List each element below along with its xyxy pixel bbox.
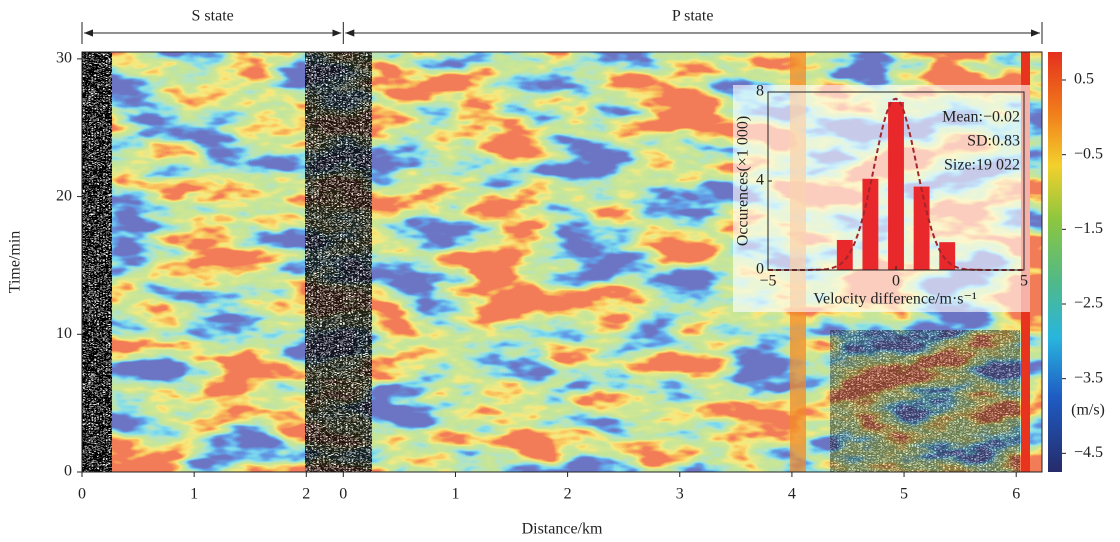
inset-x-tick-label: 5 — [1020, 273, 1028, 290]
x-tick-label: 0 — [339, 486, 347, 503]
histogram-bar — [913, 186, 930, 270]
colorbar-tick-label: −1.5 — [1074, 220, 1103, 237]
noise-strip — [305, 52, 372, 472]
state-label: S state — [192, 8, 234, 25]
inset-x-tick-label: −5 — [759, 273, 776, 290]
y-tick-label: 30 — [56, 50, 72, 67]
annotation: Size:19 022 — [944, 157, 1020, 174]
y-tick-label: 10 — [56, 325, 72, 342]
inset-y-tick-label: 0 — [756, 261, 764, 278]
colorbar-label: (m/s) — [1071, 402, 1105, 419]
inset-y-tick-label: 8 — [756, 83, 764, 100]
histogram-bar — [939, 242, 956, 270]
colorbar-tick-label: 0.5 — [1074, 71, 1094, 88]
x-tick-label: 1 — [451, 486, 459, 503]
colorbar-tick-label: −4.5 — [1074, 444, 1103, 461]
y-tick-label: 20 — [56, 187, 72, 204]
x-tick-label: 5 — [900, 486, 908, 503]
noise-strip — [82, 52, 112, 472]
y-axis-label: Time/min — [7, 231, 24, 294]
inset-panel — [733, 85, 1030, 312]
colorbar-tick-label: −2.5 — [1074, 295, 1103, 312]
noise-strip — [830, 330, 1020, 472]
x-tick-label: 1 — [190, 486, 198, 503]
histogram-bar — [862, 178, 879, 270]
colorbar-tick-label: −0.5 — [1074, 145, 1103, 162]
state-label: P state — [672, 8, 714, 25]
plot-frame — [81, 51, 1043, 473]
histogram-bar — [836, 239, 853, 270]
x-tick-label: 2 — [564, 486, 572, 503]
inset-x-tick-label: 0 — [892, 273, 900, 290]
inset-x-label: Velocity difference/m·s⁻¹ — [813, 291, 977, 308]
x-tick-label: 6 — [1012, 486, 1020, 503]
y-tick-label: 0 — [64, 463, 72, 480]
x-tick-label: 0 — [78, 486, 86, 503]
x-axis-label: Distance/km — [522, 521, 603, 538]
inset-y-tick-label: 4 — [756, 172, 764, 189]
colorbar-tick-label: −3.5 — [1074, 369, 1103, 386]
annotation: Mean:−0.02 — [942, 109, 1020, 126]
annotation: SD:0.83 — [967, 133, 1020, 150]
inset-y-label: Occurences(×1 000) — [735, 116, 752, 246]
histogram-bar — [888, 102, 904, 270]
x-tick-label: 4 — [788, 486, 796, 503]
x-tick-label: 2 — [302, 486, 310, 503]
colorbar — [1048, 52, 1062, 472]
x-tick-label: 3 — [676, 486, 684, 503]
